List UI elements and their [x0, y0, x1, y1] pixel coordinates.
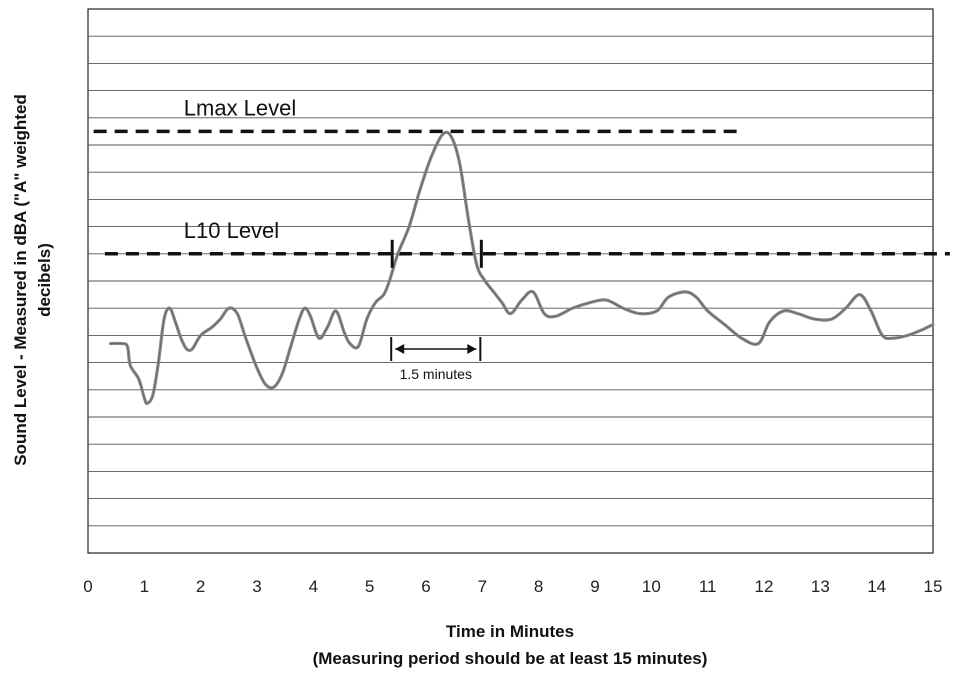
x-axis-title: Time in Minutes: [446, 622, 574, 641]
gridlines: [88, 35, 933, 527]
y-axis-title: Sound Level - Measured in dBA ("A" weigh…: [11, 94, 30, 466]
x-tick-label: 5: [365, 577, 374, 596]
y-axis-title-line-2: decibels): [35, 243, 54, 317]
x-tick-labels: 0 1 2 3 4 5 6 7 8 9 10 11 12 13 14 15: [83, 577, 942, 596]
x-tick-label: 14: [867, 577, 886, 596]
y-axis-title-line-1: Sound Level - Measured in dBA ("A" weigh…: [11, 94, 30, 466]
y-axis-title-line-2-text: decibels): [35, 243, 54, 317]
x-tick-label: 1: [140, 577, 149, 596]
series-line-sound-level-core: [110, 131, 934, 404]
arrow-right-icon: [467, 344, 477, 354]
x-tick-label: 15: [924, 577, 943, 596]
x-tick-label: 9: [590, 577, 599, 596]
duration-annotation: 1.5 minutes: [390, 239, 483, 382]
reference-label-l10: L10 Level: [184, 218, 279, 243]
x-tick-label: 0: [83, 577, 92, 596]
x-tick-label: 4: [309, 577, 318, 596]
x-tick-label: 6: [421, 577, 430, 596]
x-tick-label: 13: [811, 577, 830, 596]
x-tick-label: 10: [642, 577, 661, 596]
reference-label-lmax: Lmax Level: [184, 95, 297, 120]
x-tick-label: 11: [699, 577, 717, 596]
x-tick-label: 7: [478, 577, 487, 596]
x-tick-label: 8: [534, 577, 543, 596]
arrow-left-icon: [395, 344, 405, 354]
duration-label: 1.5 minutes: [400, 366, 472, 382]
x-tick-label: 3: [252, 577, 261, 596]
x-tick-label: 2: [196, 577, 205, 596]
x-tick-label: 12: [755, 577, 774, 596]
series-lines: [108, 130, 935, 406]
x-axis-note: (Measuring period should be at least 15 …: [313, 649, 708, 668]
reference-lines: Lmax Level L10 Level: [93, 95, 950, 256]
